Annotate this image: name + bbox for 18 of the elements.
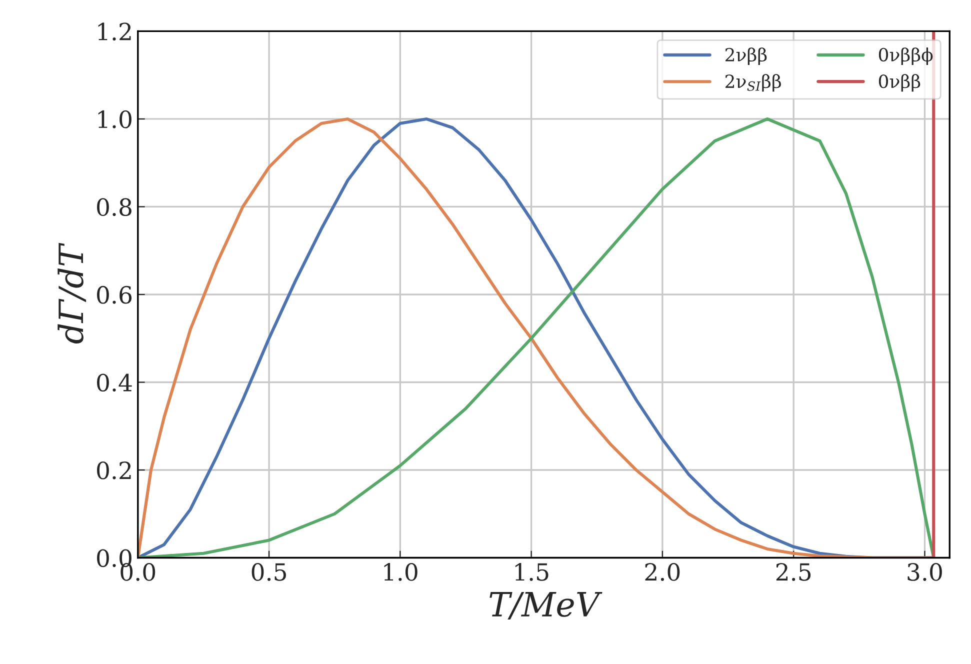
legend-label: 2ν$_{SI}$ββ [725, 74, 781, 92]
x-tick-label: 0.5 [252, 563, 286, 581]
x-tick-label: 1.5 [515, 563, 548, 581]
y-tick-label: 1.0 [98, 110, 132, 128]
legend-label: 0νββ [878, 74, 920, 92]
y-tick-label: 1.2 [98, 22, 131, 41]
x-tick-label: 3.0 [908, 563, 942, 581]
y-tick-label: 0.8 [97, 198, 132, 216]
x-tick-label: 1.0 [384, 563, 418, 581]
y-tick-label: 0.4 [97, 374, 132, 392]
legend-label: 2νββ [725, 47, 767, 66]
x-axis-title: T/MeV [490, 592, 602, 620]
x-tick-label: 2.0 [645, 563, 680, 581]
y-axis-title: dΓ/dT [58, 242, 86, 344]
x-tick-label: 2.5 [776, 563, 811, 581]
legend-label: 0νββϕ [878, 47, 933, 66]
y-tick-label: 0.2 [97, 461, 131, 480]
y-tick-label: 0.6 [97, 286, 132, 304]
